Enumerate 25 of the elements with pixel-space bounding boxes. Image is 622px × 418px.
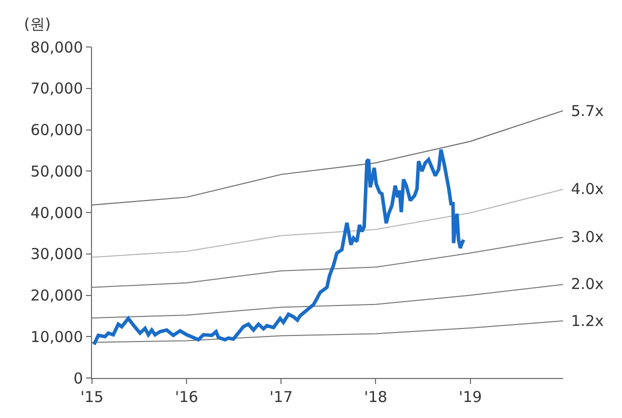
y-tick-label: 70,000	[30, 80, 83, 98]
y-tick-label: 50,000	[30, 162, 83, 180]
series-label: 3.0x	[571, 228, 604, 246]
line-series	[92, 188, 563, 258]
series-label: 2.0x	[571, 275, 604, 293]
y-tick-label: 60,000	[30, 121, 83, 139]
series-label: 5.7x	[571, 102, 604, 120]
x-tick-label: '15	[80, 388, 104, 406]
x-tick-label: '17	[270, 388, 293, 406]
series-label: 1.2x	[571, 312, 604, 330]
x-tick-label: '18	[364, 388, 388, 406]
y-tick-label: 0	[73, 369, 83, 388]
y-tick-label: 30,000	[30, 245, 83, 264]
x-tick-label: '16	[174, 388, 198, 406]
y-axis-title: (원)	[24, 15, 51, 33]
y-tick-label: 40,000	[30, 204, 83, 222]
x-tick-label: '19	[458, 388, 482, 406]
y-tick-label: 80,000	[30, 38, 83, 56]
y-tick-label: 10,000	[30, 328, 83, 346]
line-series	[92, 320, 563, 343]
line-series	[92, 148, 466, 346]
y-tick-label: 20,000	[30, 286, 83, 304]
series-label: 4.0x	[571, 180, 604, 198]
line-series	[92, 284, 563, 319]
line-series	[92, 236, 563, 288]
